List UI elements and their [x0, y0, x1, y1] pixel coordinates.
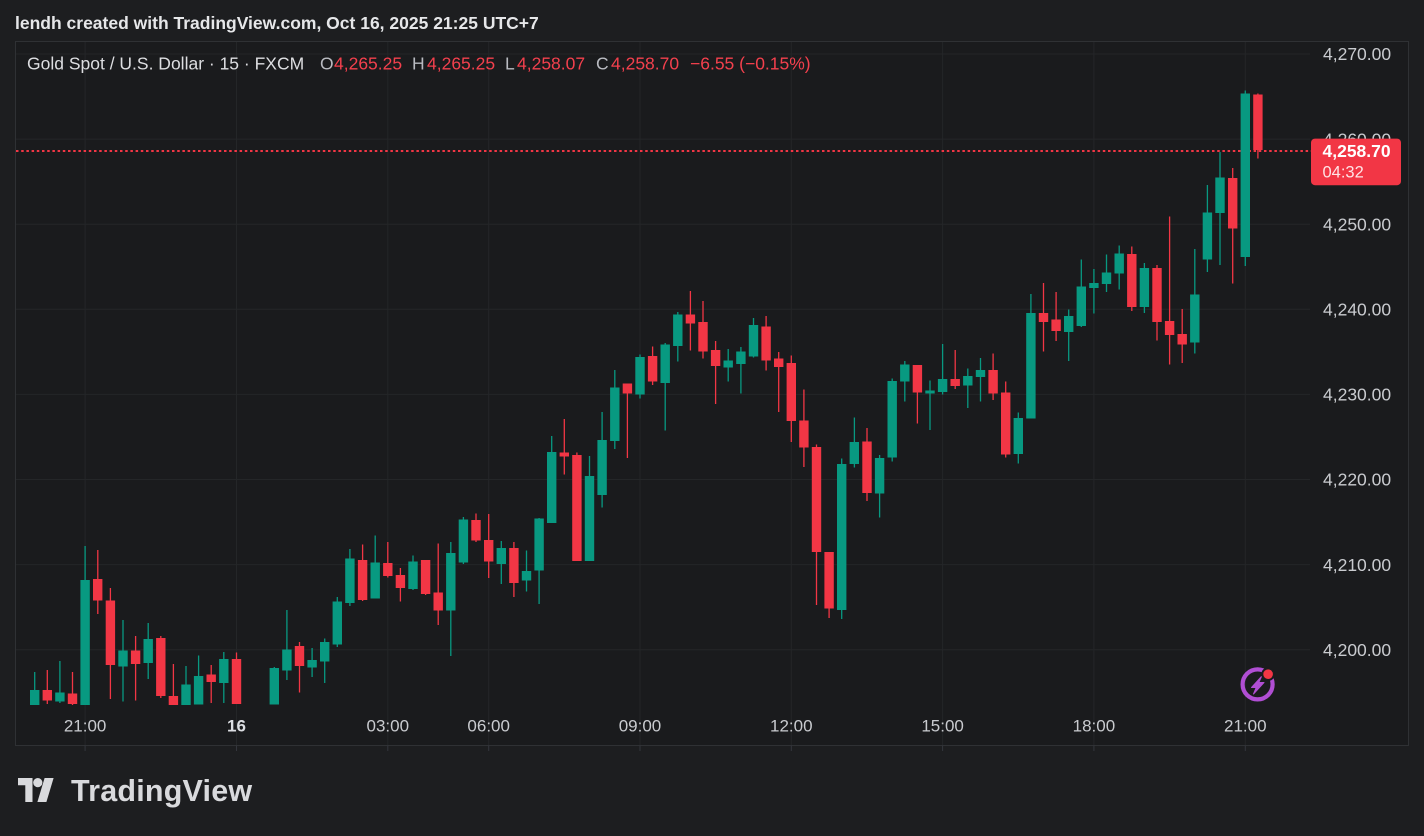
svg-text:4,258.07: 4,258.07 [517, 54, 585, 74]
svg-text:lendh created with TradingView: lendh created with TradingView.com, Oct … [15, 13, 539, 33]
svg-text:06:00: 06:00 [467, 717, 510, 736]
svg-text:Gold Spot / U.S. Dollar · 15 ·: Gold Spot / U.S. Dollar · 15 · FXCM [27, 54, 304, 74]
svg-text:4,258.70: 4,258.70 [611, 54, 679, 74]
svg-text:TradingView: TradingView [71, 774, 252, 808]
svg-text:21:00: 21:00 [64, 717, 107, 736]
svg-text:H: H [412, 54, 425, 74]
svg-text:4,250.00: 4,250.00 [1323, 214, 1391, 234]
svg-text:4,258.70: 4,258.70 [1323, 141, 1391, 161]
svg-text:09:00: 09:00 [619, 717, 662, 736]
svg-text:L: L [505, 54, 515, 74]
svg-text:12:00: 12:00 [770, 717, 813, 736]
svg-text:04:32: 04:32 [1323, 164, 1364, 182]
svg-text:03:00: 03:00 [367, 717, 410, 736]
svg-text:−6.55 (−0.15%): −6.55 (−0.15%) [690, 54, 811, 74]
svg-text:4,265.25: 4,265.25 [334, 54, 402, 74]
svg-text:16: 16 [227, 717, 246, 736]
svg-text:21:00: 21:00 [1224, 717, 1267, 736]
svg-text:18:00: 18:00 [1073, 717, 1116, 736]
svg-text:C: C [596, 54, 609, 74]
svg-text:4,200.00: 4,200.00 [1323, 640, 1391, 660]
svg-text:4,270.00: 4,270.00 [1323, 44, 1391, 64]
svg-text:4,240.00: 4,240.00 [1323, 300, 1391, 320]
svg-text:O: O [320, 54, 334, 74]
svg-text:15:00: 15:00 [921, 717, 964, 736]
svg-text:4,265.25: 4,265.25 [427, 54, 495, 74]
svg-text:4,220.00: 4,220.00 [1323, 470, 1391, 490]
svg-text:4,230.00: 4,230.00 [1323, 385, 1391, 405]
svg-text:4,210.00: 4,210.00 [1323, 555, 1391, 575]
